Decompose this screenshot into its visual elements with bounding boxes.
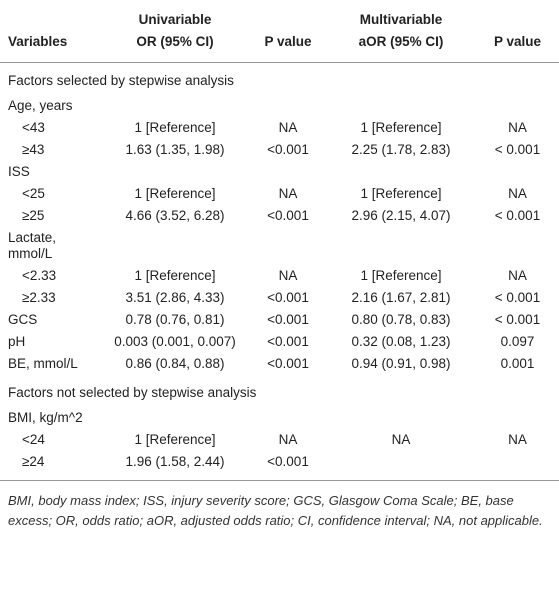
- cell: 2.16 (1.67, 2.81): [351, 290, 451, 305]
- section-title: Factors not selected by stepwise analysi…: [8, 385, 257, 400]
- cell: <0.001: [267, 290, 309, 305]
- cell: NA: [508, 432, 527, 447]
- cell: NA: [391, 432, 411, 447]
- group-row: Lactate, mmol/L: [0, 227, 559, 265]
- cell: 0.86 (0.84, 0.88): [125, 356, 225, 371]
- results-table: Univariable Multivariable Variables OR (…: [0, 0, 559, 481]
- cell: 0.003 (0.001, 0.007): [114, 334, 236, 349]
- cell: 1.63 (1.35, 1.98): [125, 142, 225, 157]
- row: <24 1 [Reference] NA NA NA: [0, 429, 559, 451]
- group-row: ISS: [0, 161, 559, 183]
- blank: [100, 95, 559, 117]
- cell: <0.001: [267, 208, 309, 223]
- cell: <0.001: [267, 312, 309, 327]
- cell: < 0.001: [494, 142, 541, 157]
- row-label: ≥43: [22, 142, 45, 157]
- row: ≥24 1.96 (1.58, 2.44) <0.001: [0, 451, 559, 481]
- cell: NA: [508, 268, 527, 283]
- table-header: Univariable Multivariable Variables OR (…: [0, 0, 559, 63]
- cell: NA: [278, 432, 298, 447]
- column-header: P value: [250, 31, 326, 63]
- row: ≥43 1.63 (1.35, 1.98) <0.001 2.25 (1.78, 2.…: [0, 139, 559, 161]
- cell: 0.32 (0.08, 1.23): [351, 334, 451, 349]
- column-header: OR (95% CI): [100, 31, 250, 63]
- blank: [100, 227, 559, 265]
- row-label: <25: [22, 186, 45, 201]
- cell: < 0.001: [494, 208, 541, 223]
- cell: 0.001: [500, 356, 535, 371]
- cell: NA: [278, 186, 298, 201]
- cell: 0.94 (0.91, 0.98): [351, 356, 451, 371]
- group-label: Age, years: [8, 98, 73, 113]
- row-label: <2.33: [22, 268, 57, 283]
- row-label: pH: [8, 334, 26, 349]
- cell: 1.96 (1.58, 2.44): [125, 454, 225, 469]
- cell: <0.001: [267, 356, 309, 371]
- row: <2.33 1 [Reference] NA 1 [Reference] NA: [0, 265, 559, 287]
- group-header: Multivariable: [359, 12, 443, 27]
- blank: [100, 161, 559, 183]
- footnote: BMI, body mass index; ISS, injury severi…: [8, 493, 543, 528]
- row-label: ≥25: [22, 208, 45, 223]
- cell: 1 [Reference]: [360, 186, 442, 201]
- cell: 4.66 (3.52, 6.28): [125, 208, 225, 223]
- section-row: Factors not selected by stepwise analysi…: [0, 375, 559, 407]
- row: BE, mmol/L 0.86 (0.84, 0.88) <0.001 0.94 (0…: [0, 353, 559, 375]
- section-title: Factors selected by stepwise analysis: [8, 73, 234, 88]
- group-label: ISS: [8, 164, 30, 179]
- cell: NA: [278, 120, 298, 135]
- row-label: ≥24: [22, 454, 45, 469]
- column-header: P value: [476, 31, 559, 63]
- cell: 1 [Reference]: [134, 120, 216, 135]
- row-label: <24: [22, 432, 45, 447]
- cell: < 0.001: [494, 312, 541, 327]
- cell: <0.001: [267, 454, 309, 469]
- row: <25 1 [Reference] NA 1 [Reference] NA: [0, 183, 559, 205]
- row-label: <43: [22, 120, 45, 135]
- cell: 1 [Reference]: [134, 432, 216, 447]
- group-label: BMI, kg/m^2: [8, 410, 83, 425]
- cell: 0.80 (0.78, 0.83): [351, 312, 451, 327]
- cell: NA: [508, 120, 527, 135]
- row: <43 1 [Reference] NA 1 [Reference] NA: [0, 117, 559, 139]
- group-row: BMI, kg/m^2: [0, 407, 559, 429]
- cell: 0.78 (0.76, 0.81): [125, 312, 225, 327]
- cell: 1 [Reference]: [134, 186, 216, 201]
- cell: <0.001: [267, 142, 309, 157]
- table-body: Factors selected by stepwise analysis Age…: [0, 63, 559, 481]
- cell: NA: [508, 186, 527, 201]
- row-label: BE, mmol/L: [8, 356, 78, 371]
- row-label: ≥2.33: [22, 290, 56, 305]
- row: pH 0.003 (0.001, 0.007) <0.001 0.32 (0.08, …: [0, 331, 559, 353]
- row: ≥25 4.66 (3.52, 6.28) <0.001 2.96 (2.15, 4.…: [0, 205, 559, 227]
- section-row: Factors selected by stepwise analysis: [0, 63, 559, 96]
- group-row: Age, years: [0, 95, 559, 117]
- row: GCS 0.78 (0.76, 0.81) <0.001 0.80 (0.78, 0.…: [0, 309, 559, 331]
- cell: 2.96 (2.15, 4.07): [351, 208, 451, 223]
- blank: [0, 0, 100, 31]
- cell: 2.25 (1.78, 2.83): [351, 142, 451, 157]
- cell: 1 [Reference]: [360, 268, 442, 283]
- cell: <0.001: [267, 334, 309, 349]
- cell: 1 [Reference]: [134, 268, 216, 283]
- group-label: Lactate, mmol/L: [8, 230, 57, 261]
- blank: [476, 451, 559, 481]
- blank: [250, 0, 326, 31]
- cell: 3.51 (2.86, 4.33): [125, 290, 225, 305]
- row: ≥2.33 3.51 (2.86, 4.33) <0.001 2.16 (1.67, …: [0, 287, 559, 309]
- group-header: Univariable: [138, 12, 212, 27]
- cell: NA: [278, 268, 298, 283]
- cell: < 0.001: [494, 290, 541, 305]
- blank: [476, 0, 559, 31]
- blank: [100, 407, 559, 429]
- column-header: Variables: [0, 31, 100, 63]
- blank: [326, 451, 476, 481]
- column-header: aOR (95% CI): [326, 31, 476, 63]
- cell: 0.097: [500, 334, 535, 349]
- row-label: GCS: [8, 312, 38, 327]
- cell: 1 [Reference]: [360, 120, 442, 135]
